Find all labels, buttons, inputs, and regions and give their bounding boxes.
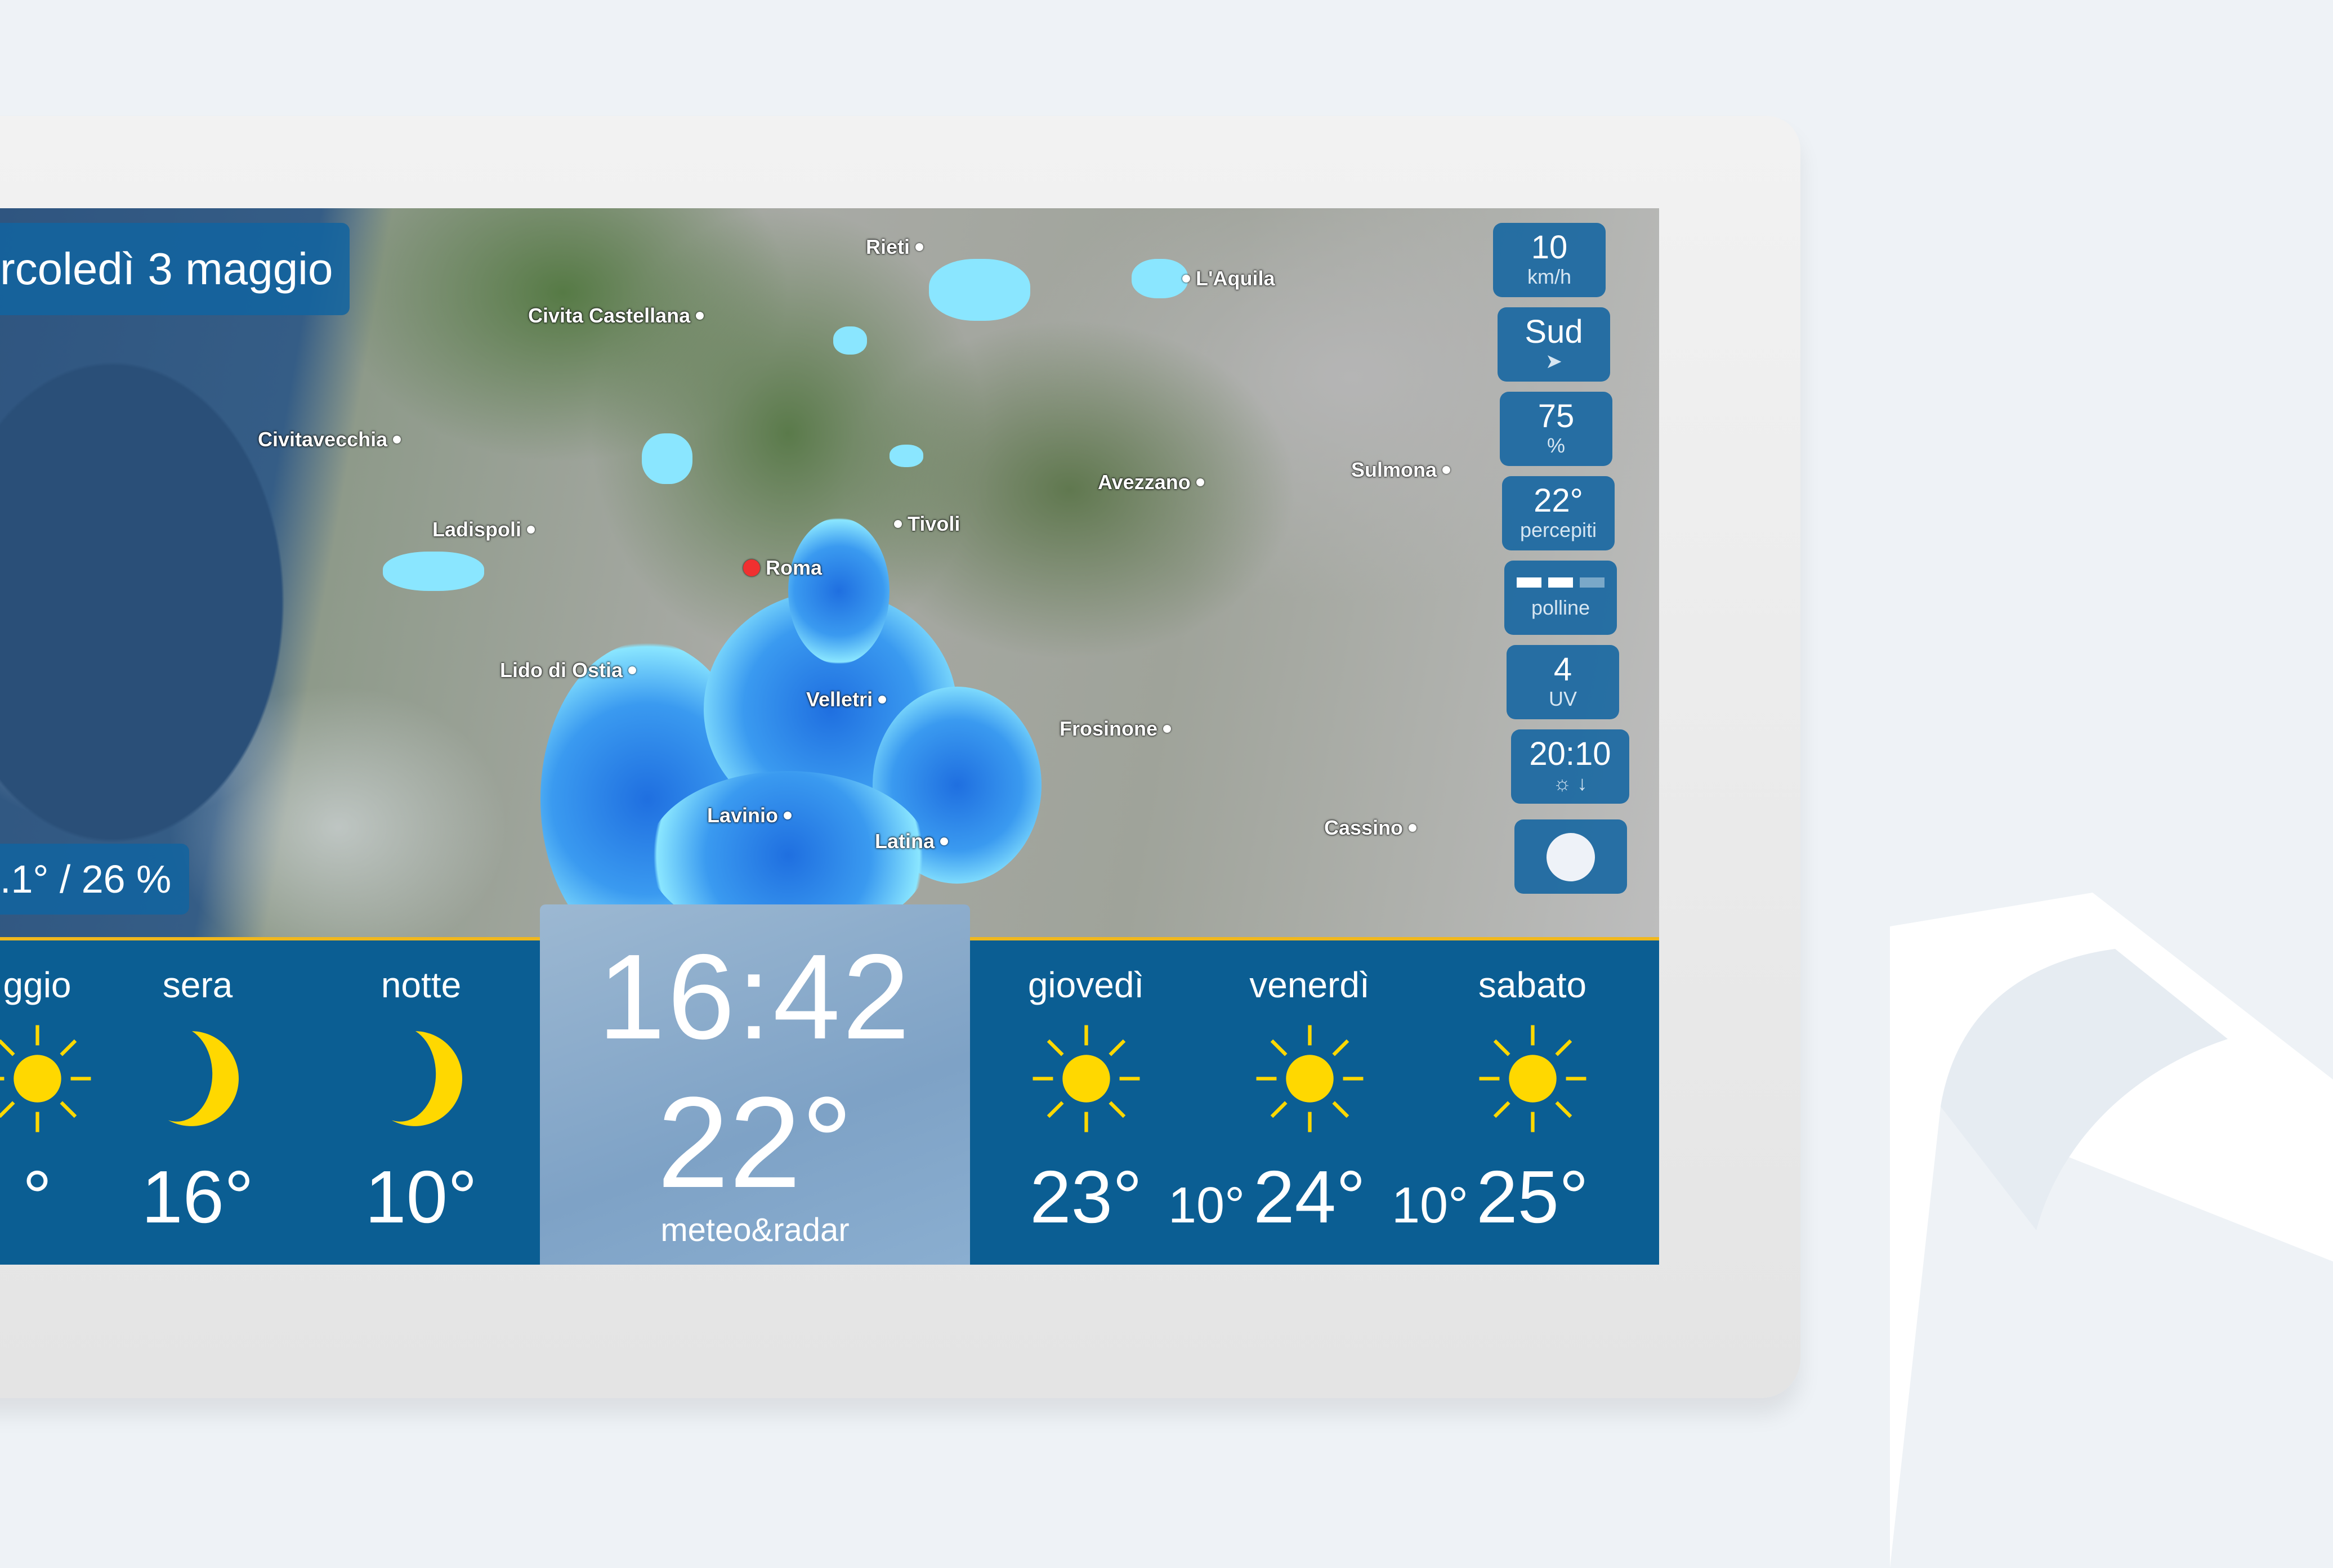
decorative-shape [1890, 893, 2333, 1568]
sunset-widget[interactable]: 20:10 ☼ ↓ [1511, 729, 1629, 804]
moon-icon [168, 1031, 239, 1126]
city-velletri: Velletri [806, 688, 887, 711]
city-lavinio: Lavinio [707, 804, 792, 827]
city-latina: Latina [875, 830, 949, 853]
theme-toggle[interactable] [1514, 819, 1627, 894]
city-sulmona: Sulmona [1351, 458, 1451, 482]
city-tivoli: Tivoli [894, 512, 960, 536]
sun-icon [0, 1025, 91, 1132]
pollen-level-bars [1504, 561, 1617, 597]
humidity-widget[interactable]: 75% [1500, 392, 1612, 466]
current-conditions-panel: 16:42 22° meteo&radar [540, 904, 970, 1265]
sun-icon [1479, 1025, 1586, 1132]
city-civita-castellana: Civita Castellana [528, 304, 704, 328]
min-max-label: .1° / 26 % [0, 844, 189, 915]
day-giovedi-min: 10° [1168, 1177, 1245, 1234]
toggle-knob [1547, 833, 1595, 881]
city-lido-di-ostia: Lido di Ostia [500, 658, 637, 682]
radar-map[interactable]: Rieti Civita Castellana L'Aquila Civitav… [0, 208, 1659, 957]
current-temperature: 22° [657, 1070, 853, 1215]
sun-icon [1256, 1025, 1364, 1132]
pollen-widget[interactable]: polline [1504, 561, 1617, 635]
brand-logo: meteo&radar [660, 1212, 850, 1248]
city-roma: Roma [743, 556, 822, 580]
wind-direction-widget[interactable]: Sud ➤ [1498, 307, 1610, 382]
sun-icon [1033, 1025, 1140, 1132]
weather-screen: Rieti Civita Castellana L'Aquila Civitav… [0, 208, 1659, 1265]
navigation-arrow-icon: ➤ [1545, 350, 1563, 373]
city-laquila: L'Aquila [1182, 267, 1275, 290]
city-cassino: Cassino [1324, 816, 1417, 840]
uv-widget[interactable]: 4 UV [1507, 645, 1619, 719]
feels-like-widget[interactable]: 22° percepiti [1502, 476, 1615, 550]
clock: 16:42 [597, 929, 913, 1064]
date-label: rcoledì 3 maggio [0, 223, 350, 315]
city-avezzano: Avezzano [1098, 471, 1204, 494]
moon-icon [391, 1031, 462, 1126]
wind-speed-widget[interactable]: 10 km/h [1493, 223, 1606, 297]
day-venerdi-min: 10° [1392, 1177, 1469, 1234]
city-rieti: Rieti [866, 235, 924, 259]
city-civitavecchia: Civitavecchia [258, 428, 401, 451]
sunset-icon: ☼ ↓ [1553, 772, 1588, 795]
city-frosinone: Frosinone [1060, 717, 1172, 741]
city-ladispoli: Ladispoli [432, 518, 535, 541]
